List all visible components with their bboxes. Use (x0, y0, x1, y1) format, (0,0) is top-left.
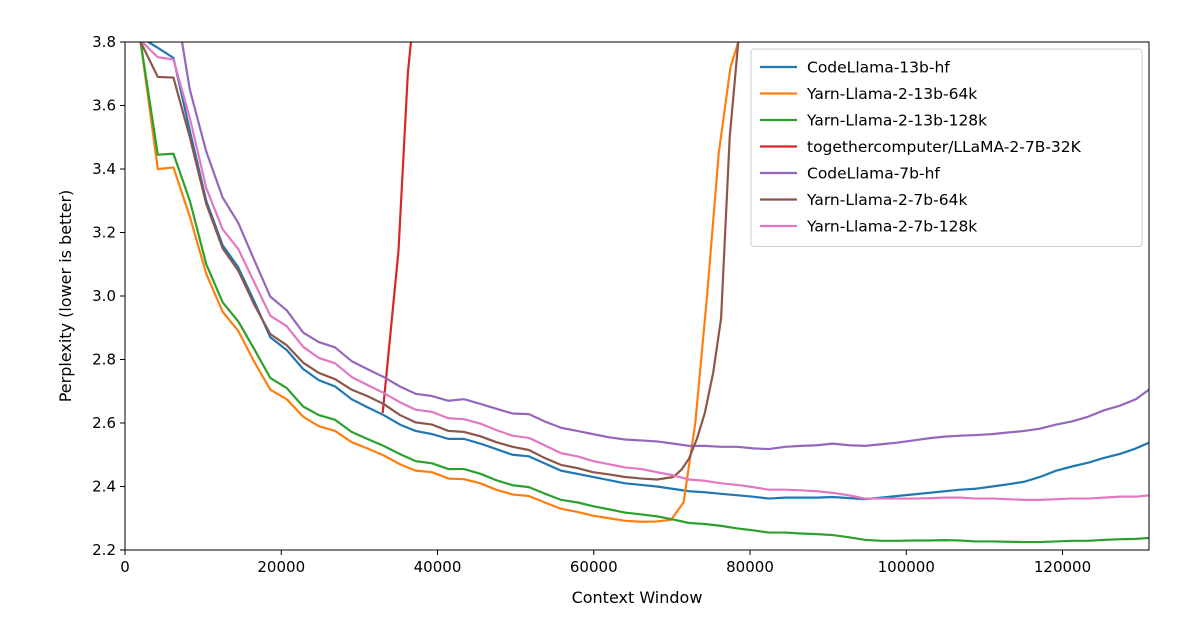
y-tick-label: 3.2 (92, 224, 116, 242)
legend-entry-label: togethercomputer/LLaMA-2-7B-32K (807, 138, 1082, 156)
legend-entry-label: CodeLlama-7b-hf (807, 165, 940, 183)
legend-entry-label: Yarn-Llama-2-7b-64k (806, 191, 967, 209)
x-tick-label: 20000 (257, 558, 305, 576)
y-tick-label: 2.8 (92, 351, 116, 369)
x-tick-label: 100000 (878, 558, 935, 576)
series-line-6 (139, 42, 740, 481)
y-tick-label: 2.2 (92, 541, 116, 559)
y-tick-label: 3.8 (92, 33, 116, 51)
x-tick-label: 80000 (726, 558, 774, 576)
series-line-3 (139, 42, 1149, 544)
x-axis: 0 20000 40000 60000 80000 100000 120000 (120, 550, 1091, 576)
series-line-4 (381, 42, 413, 414)
y-axis: 2.2 2.4 2.6 2.8 3.0 3.2 3.4 3.6 3.8 (92, 33, 125, 559)
legend-entry-label: CodeLlama-13b-hf (807, 59, 950, 77)
y-tick-label: 3.0 (92, 287, 116, 305)
series-line-7 (140, 42, 1149, 501)
legend: CodeLlama-13b-hf Yarn-Llama-2-13b-64k Yarn… (750, 48, 1143, 247)
x-tick-label: 120000 (1034, 558, 1091, 576)
y-tick-label: 3.4 (92, 160, 116, 178)
y-tick-label: 3.6 (92, 97, 116, 115)
series-line-1 (146, 42, 1149, 501)
x-tick-label: 40000 (414, 558, 462, 576)
legend-entry-label: Yarn-Llama-2-13b-64k (806, 85, 977, 103)
legend-entry-label: Yarn-Llama-2-7b-128k (806, 218, 977, 236)
legend-entry-label: Yarn-Llama-2-13b-128k (806, 112, 987, 130)
series-layer (139, 42, 1149, 544)
series-line-5 (180, 42, 1149, 451)
y-axis-label: Perplexity (lower is better) (56, 190, 75, 403)
y-tick-label: 2.4 (92, 478, 116, 496)
legend-box (750, 48, 1143, 247)
series-line-2 (139, 42, 740, 523)
y-tick-label: 2.6 (92, 414, 116, 432)
x-tick-label: 60000 (570, 558, 618, 576)
x-tick-label: 0 (120, 558, 130, 576)
x-axis-label: Context Window (572, 588, 703, 607)
